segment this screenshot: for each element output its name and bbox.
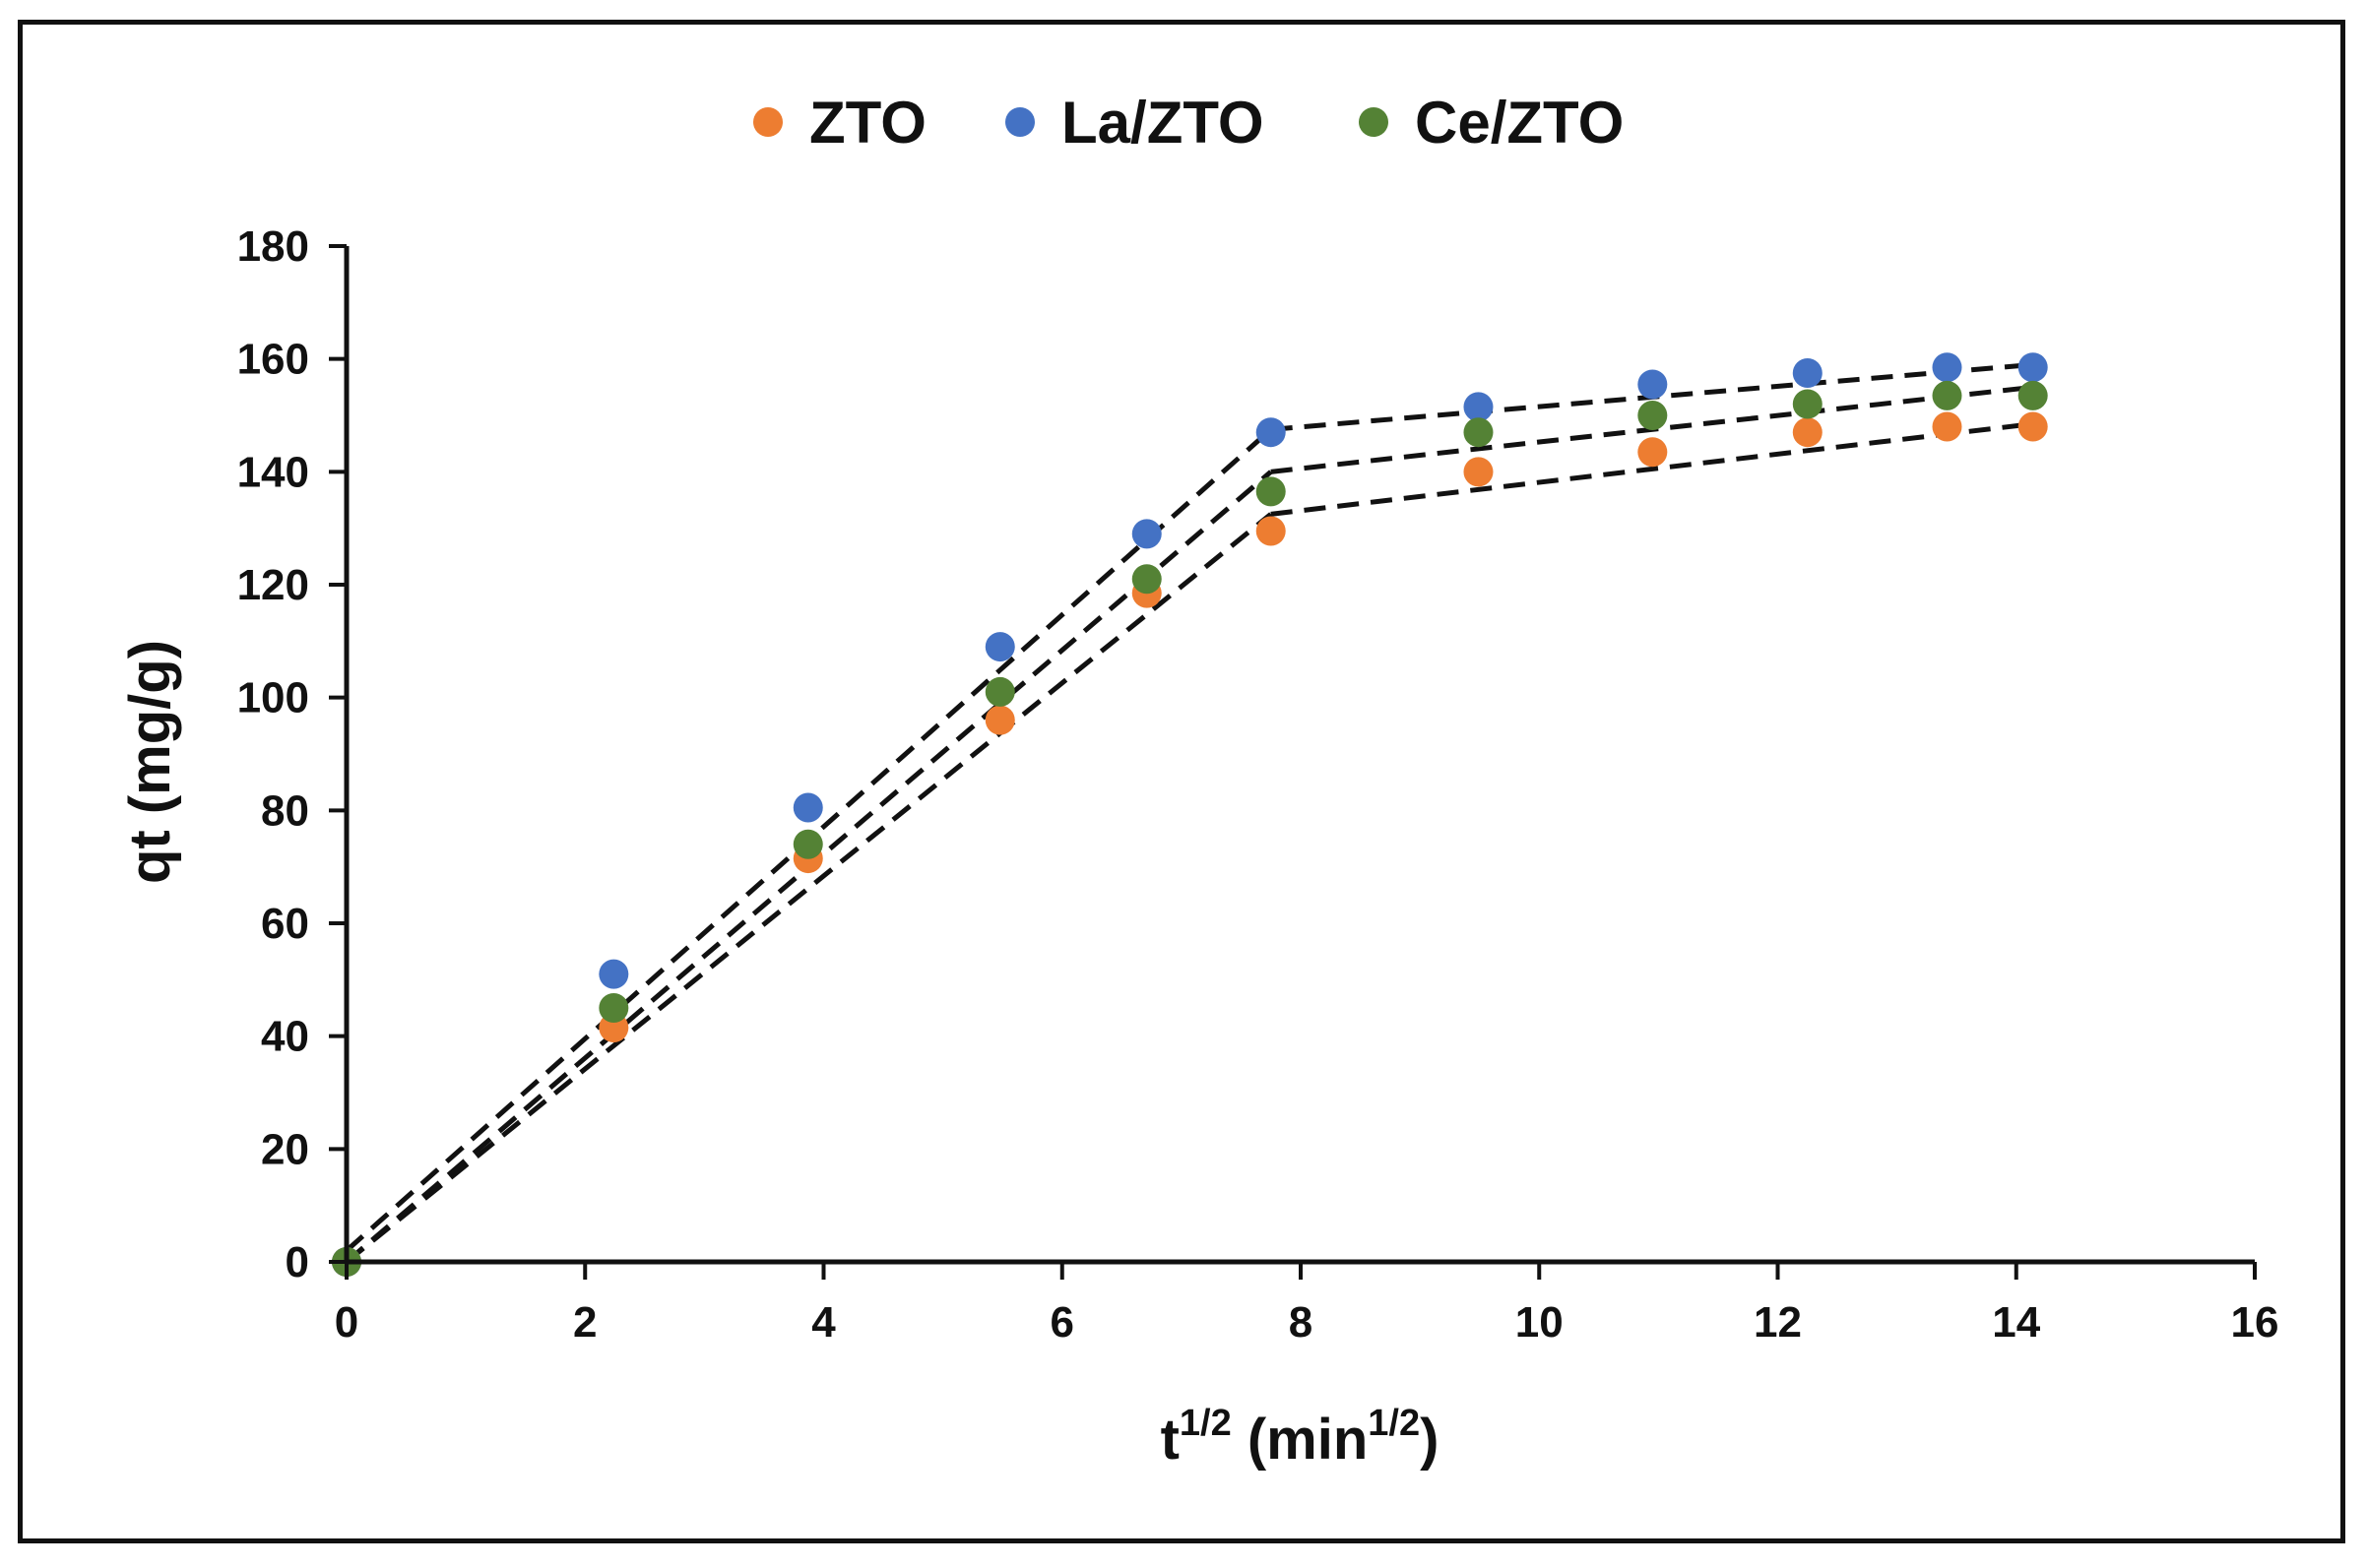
- x-tick-label: 8: [1289, 1298, 1312, 1347]
- y-axis-title: qt (mg/g): [118, 640, 182, 884]
- y-tick-label: 120: [237, 561, 309, 609]
- y-tick-label: 40: [261, 1013, 309, 1061]
- x-tick-label: 0: [335, 1298, 358, 1347]
- fit-line-zto: [345, 512, 1273, 1264]
- y-tick-label: 80: [261, 786, 309, 835]
- data-points: [332, 352, 2048, 1277]
- point-la-zto: [1463, 392, 1494, 422]
- fit-line-zto: [1270, 421, 2034, 517]
- point-zto: [1637, 437, 1668, 468]
- point-la-zto: [1792, 358, 1823, 388]
- point-ce-zto: [1463, 417, 1494, 448]
- legend-marker-ce-zto: [1359, 107, 1388, 137]
- y-tick-label: 180: [237, 222, 309, 271]
- y-tick-label: 100: [237, 674, 309, 722]
- point-la-zto: [599, 959, 629, 989]
- x-axis-title: t1/2 (min1/2): [1161, 1403, 1439, 1472]
- chart-frame: [18, 20, 2345, 1543]
- y-tick-label: 60: [261, 900, 309, 948]
- point-zto: [985, 705, 1015, 735]
- legend-label-zto: ZTO: [809, 90, 927, 156]
- legend-marker-zto: [753, 107, 783, 137]
- x-tick-label: 4: [811, 1298, 836, 1347]
- point-la-zto: [1932, 352, 1962, 383]
- point-ce-zto: [1792, 389, 1823, 419]
- point-la-zto: [1131, 519, 1162, 549]
- x-tick-label: 10: [1515, 1298, 1564, 1347]
- point-ce-zto: [1932, 380, 1962, 410]
- x-tick-label: 14: [1992, 1298, 2040, 1347]
- y-tick-label: 20: [261, 1125, 309, 1173]
- point-ce-zto: [1131, 564, 1162, 595]
- point-la-zto: [2017, 352, 2048, 383]
- legend-label-la-zto: La/ZTO: [1061, 90, 1264, 156]
- legend: ZTO La/ZTO Ce/ZTO: [753, 90, 1624, 156]
- axes: [329, 244, 2257, 1280]
- fit-lines: [345, 361, 2034, 1264]
- point-ce-zto: [793, 829, 823, 859]
- legend-marker-la-zto: [1005, 107, 1035, 137]
- point-ce-zto: [1637, 401, 1668, 430]
- point-ce-zto: [985, 676, 1015, 707]
- y-tick-label: 160: [237, 336, 309, 384]
- point-ce-zto: [2017, 380, 2048, 410]
- point-ce-zto: [599, 993, 629, 1023]
- y-tick-label: 0: [286, 1238, 309, 1286]
- point-zto: [1463, 457, 1494, 487]
- x-tick-label: 6: [1051, 1298, 1074, 1347]
- point-la-zto: [1637, 369, 1668, 400]
- point-la-zto: [793, 792, 823, 823]
- point-ce-zto: [1255, 476, 1286, 507]
- point-zto: [1255, 516, 1286, 546]
- point-zto: [2017, 411, 2048, 442]
- x-tick-label: 16: [2231, 1298, 2279, 1347]
- point-zto: [1792, 417, 1823, 448]
- x-tick-label: 2: [573, 1298, 597, 1347]
- tick-labels: 0 20 40 60 80 100 120 140 160 180 0 2 4 6 8 10 12 14 16: [237, 222, 2279, 1347]
- legend-label-ce-zto: Ce/ZTO: [1415, 90, 1624, 156]
- x-tick-label: 12: [1754, 1298, 1802, 1347]
- y-tick-label: 140: [237, 448, 309, 496]
- point-zto: [1932, 411, 1962, 442]
- point-la-zto: [985, 632, 1015, 662]
- point-la-zto: [1255, 417, 1286, 448]
